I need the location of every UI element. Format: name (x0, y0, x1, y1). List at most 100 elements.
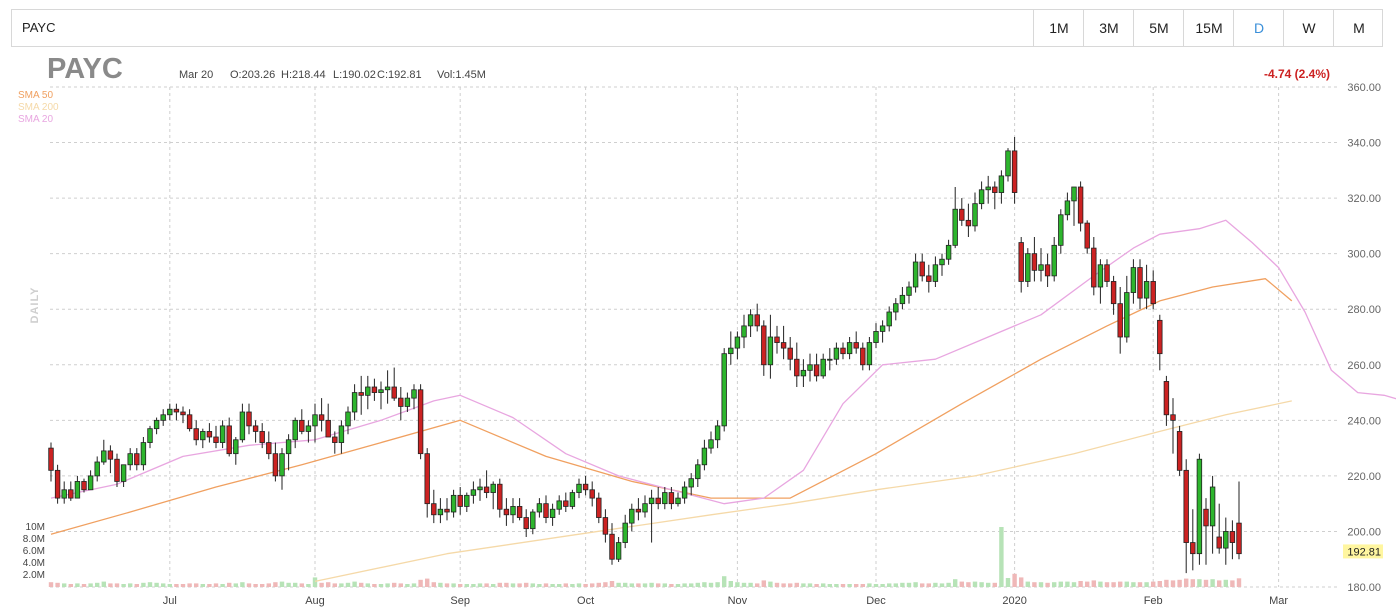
volume-bar (444, 583, 450, 587)
candle-body (305, 425, 312, 432)
candle (536, 498, 543, 518)
volume-bar (141, 582, 146, 587)
candle-body (827, 358, 833, 361)
candle-body (972, 203, 978, 227)
candle-body (813, 364, 820, 377)
candle (1077, 181, 1084, 232)
candle (807, 353, 813, 382)
candle-body (648, 497, 655, 505)
candle (675, 492, 681, 507)
candle-body (325, 419, 331, 438)
candle (794, 342, 800, 387)
candle-body (873, 331, 879, 343)
candle (1170, 398, 1176, 454)
candle-body (642, 503, 648, 513)
volume-bar (114, 583, 120, 587)
candle-body (516, 506, 523, 518)
candle (94, 456, 100, 482)
candle (899, 287, 906, 310)
candle (312, 403, 318, 443)
candle-body (87, 475, 94, 491)
volume-bar (801, 583, 806, 587)
candle-body (629, 508, 635, 524)
volume-bar (1157, 581, 1162, 587)
candle (1011, 137, 1018, 204)
volume-bar (807, 583, 813, 587)
volume-tick-label: 6.0M (23, 546, 45, 557)
candle-body (173, 408, 180, 413)
candle (556, 495, 562, 515)
candle-body (450, 494, 457, 513)
timeframe-button-5m[interactable]: 5M (1133, 10, 1184, 46)
candle (219, 420, 226, 449)
candle (490, 481, 496, 510)
candle-body (714, 425, 721, 441)
candle-body (167, 408, 173, 416)
volume-bar (953, 579, 958, 587)
volume-bar (1131, 582, 1136, 587)
candle (378, 381, 384, 410)
timeframe-button-3m[interactable]: 3M (1083, 10, 1134, 46)
volume-bar (1091, 580, 1096, 587)
candle-body (1058, 214, 1064, 246)
candle-body (312, 414, 318, 427)
candle (1091, 237, 1097, 296)
volume-bar (345, 582, 351, 587)
volume-bar (675, 584, 681, 587)
candle-body (358, 392, 364, 396)
candle-body (952, 208, 958, 246)
candle-body (879, 325, 886, 332)
timeframe-button-15m[interactable]: 15M (1183, 10, 1234, 46)
candles (48, 137, 1242, 574)
candle-body (424, 453, 430, 505)
candle-body (576, 483, 582, 493)
volume-bar (286, 582, 291, 587)
timeframe-button-m[interactable]: M (1333, 10, 1384, 46)
candle-body (193, 428, 199, 441)
candle-body (1044, 264, 1051, 277)
candle-body (800, 369, 807, 377)
y-tick-label: 260.00 (1347, 360, 1381, 372)
candle (477, 478, 483, 501)
candle (1223, 517, 1229, 565)
y-tick-label: 360.00 (1347, 82, 1381, 94)
candle-body (1071, 186, 1077, 202)
y-tick-label: 340.00 (1347, 138, 1381, 150)
candle-body (794, 358, 800, 377)
candle (74, 475, 81, 499)
volume-bar (398, 583, 403, 587)
candle-body (1163, 381, 1170, 416)
volume-bar (405, 584, 410, 587)
candle-body (61, 489, 67, 499)
candle-body (695, 464, 701, 480)
volume-bar (689, 583, 694, 587)
volume-bar (774, 582, 780, 587)
candle (530, 509, 536, 535)
candle-body (939, 258, 945, 266)
candle-body (1031, 253, 1038, 271)
candle-body (1018, 242, 1024, 282)
candle-body (285, 439, 292, 455)
volume-bar (187, 583, 192, 587)
candle (68, 481, 74, 501)
candle (358, 375, 364, 415)
candle (1038, 248, 1044, 282)
candle-body (589, 489, 595, 499)
timeframe-button-d[interactable]: D (1233, 10, 1284, 46)
volume-bar (147, 582, 153, 587)
candle (153, 417, 160, 435)
volume-bar (128, 583, 133, 587)
candle-body (160, 414, 166, 421)
volume-bar (266, 583, 271, 587)
volume-bar (1065, 581, 1070, 587)
candle-body (444, 508, 450, 513)
volume-bar (768, 581, 773, 587)
candle (827, 348, 833, 371)
candle (266, 431, 272, 460)
candle (404, 392, 411, 412)
candle (391, 367, 397, 401)
candle (279, 448, 285, 490)
timeframe-button-1m[interactable]: 1M (1033, 10, 1084, 46)
timeframe-button-w[interactable]: W (1283, 10, 1334, 46)
candle (140, 437, 147, 471)
